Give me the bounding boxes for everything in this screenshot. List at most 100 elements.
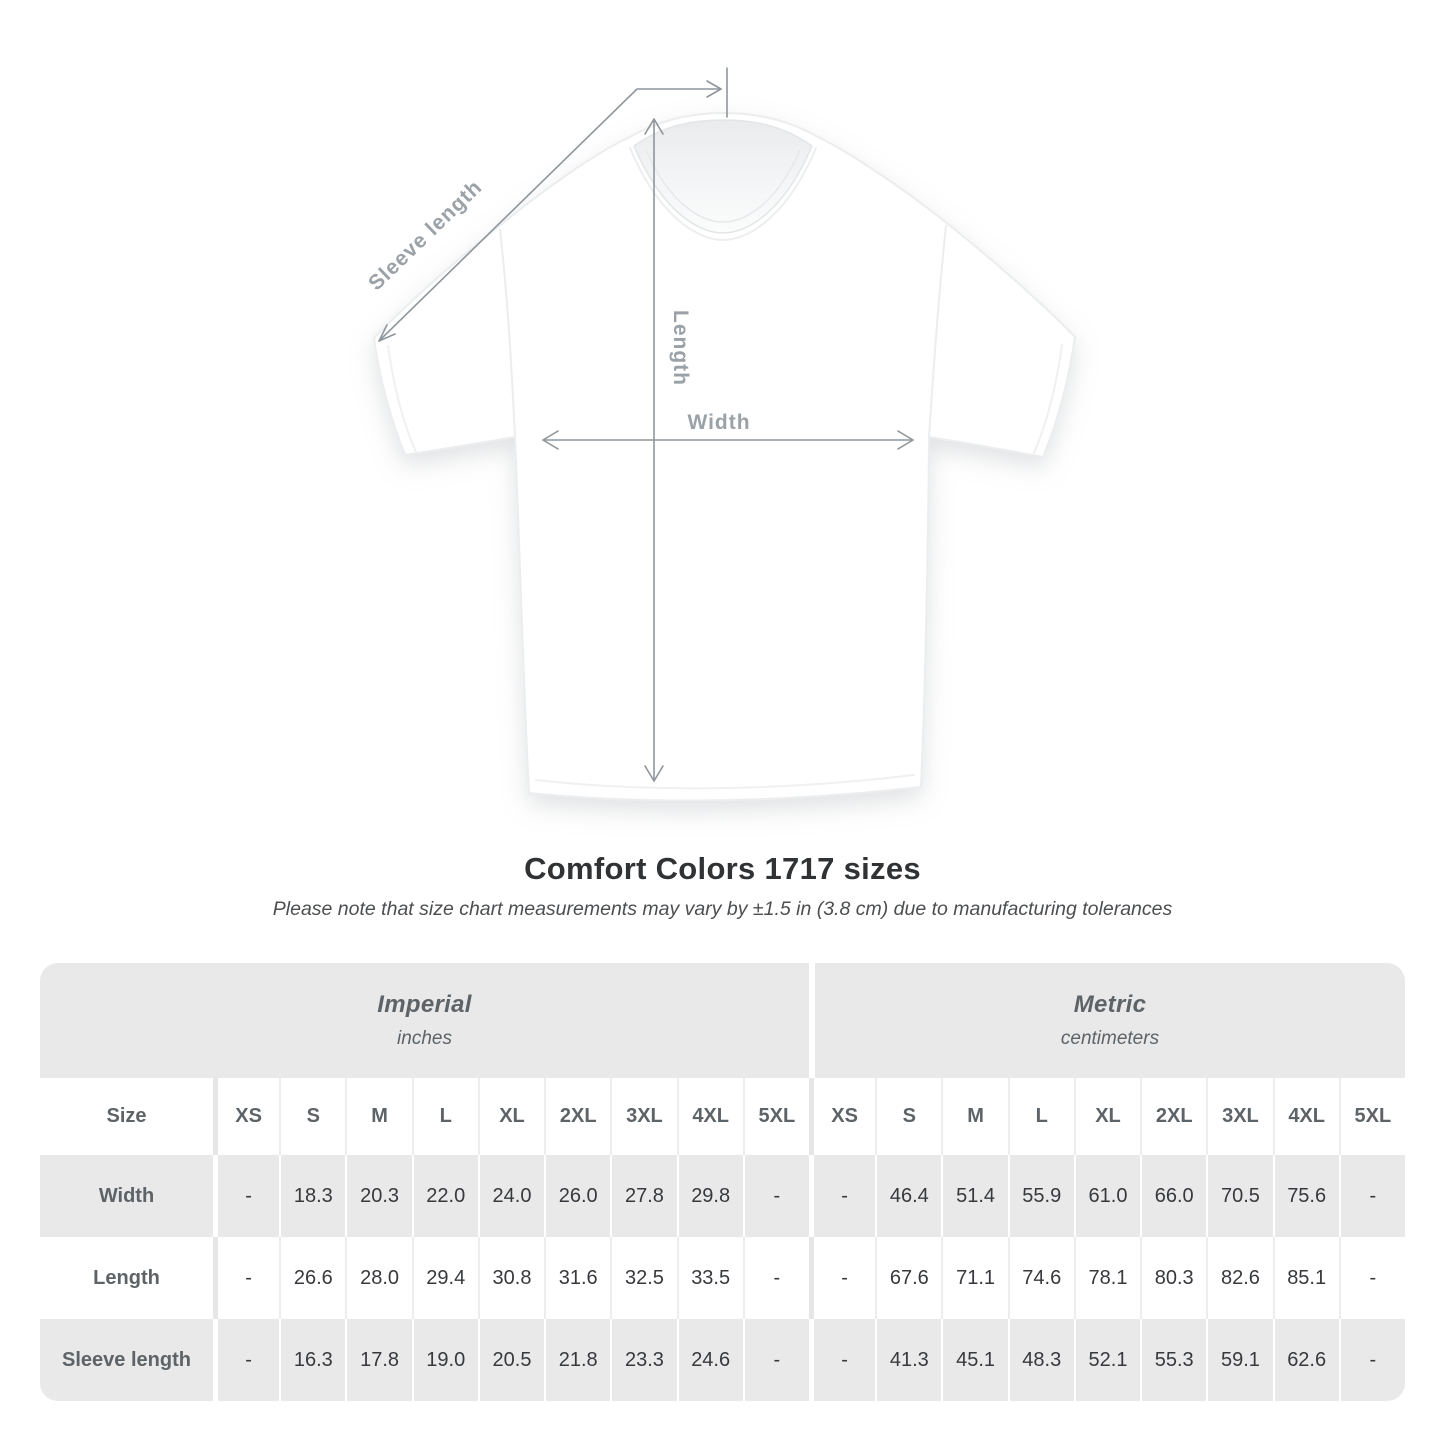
arrowhead	[644, 118, 664, 135]
metric-size-header: 5XL	[1338, 1078, 1405, 1155]
metric-size-header: 4XL	[1272, 1078, 1339, 1155]
imperial-size-header: M	[345, 1078, 412, 1155]
metric-value-cell: 71.1	[941, 1237, 1008, 1319]
arrowhead	[706, 80, 722, 98]
imperial-value-cell: -	[742, 1237, 809, 1319]
metric-value-cell: 85.1	[1272, 1237, 1339, 1319]
metric-value-cell: 59.1	[1206, 1319, 1273, 1401]
imperial-value-cell: 28.0	[345, 1237, 412, 1319]
measurement-row-label: Length	[40, 1237, 213, 1319]
metric-value-cell: 66.0	[1140, 1155, 1207, 1237]
metric-value-cell: 70.5	[1206, 1155, 1273, 1237]
imperial-band-title: Imperial	[377, 991, 472, 1018]
imperial-size-header: 3XL	[610, 1078, 677, 1155]
imperial-value-cell: 32.5	[610, 1237, 677, 1319]
metric-value-cell: -	[808, 1319, 876, 1401]
metric-value-cell: 80.3	[1140, 1237, 1207, 1319]
imperial-size-header: S	[279, 1078, 346, 1155]
metric-value-cell: -	[808, 1155, 876, 1237]
metric-value-cell: 62.6	[1272, 1319, 1339, 1401]
metric-value-cell: 78.1	[1073, 1237, 1141, 1319]
metric-band-title: Metric	[1073, 991, 1147, 1018]
tolerance-note: Please note that size chart measurements…	[272, 898, 1173, 920]
imperial-value-cell: 29.4	[411, 1237, 478, 1319]
imperial-size-header: 2XL	[544, 1078, 611, 1155]
metric-size-header: 2XL	[1140, 1078, 1207, 1155]
metric-value-cell: 67.6	[875, 1237, 942, 1319]
metric-value-cell: -	[1338, 1319, 1405, 1401]
imperial-value-cell: 20.5	[477, 1319, 545, 1401]
metric-size-header: XL	[1073, 1078, 1141, 1155]
metric-size-header: XS	[808, 1078, 876, 1155]
metric-value-cell: 74.6	[1007, 1237, 1074, 1319]
imperial-value-cell: 26.0	[544, 1155, 611, 1237]
imperial-value-cell: 21.8	[544, 1319, 611, 1401]
width-dimension: Width	[542, 411, 914, 450]
metric-value-cell: 41.3	[875, 1319, 942, 1401]
imperial-value-cell: 24.0	[477, 1155, 545, 1237]
metric-value-cell: 75.6	[1272, 1155, 1339, 1237]
imperial-value-cell: -	[213, 1319, 280, 1401]
imperial-size-header: L	[411, 1078, 478, 1155]
width-label: Width	[687, 411, 750, 434]
arrowhead	[378, 324, 396, 342]
metric-value-cell: 55.3	[1140, 1319, 1207, 1401]
imperial-value-cell: 19.0	[411, 1319, 478, 1401]
imperial-value-cell: -	[742, 1155, 809, 1237]
metric-size-header: S	[875, 1078, 942, 1155]
metric-value-cell: 82.6	[1206, 1237, 1273, 1319]
imperial-value-cell: -	[213, 1237, 280, 1319]
imperial-value-cell: 18.3	[279, 1155, 346, 1237]
length-dimension: Length	[644, 118, 692, 782]
collar-opening	[633, 119, 813, 234]
metric-value-cell: 61.0	[1073, 1155, 1141, 1237]
tshirt-graphic	[372, 111, 1077, 802]
metric-band-unit: centimeters	[1060, 1028, 1160, 1049]
size-table: Imperial inches Metric centimeters Size X…	[40, 963, 1405, 1401]
collar-outer-seam	[629, 147, 817, 242]
metric-size-header: 3XL	[1206, 1078, 1273, 1155]
imperial-band-unit: inches	[397, 1028, 452, 1049]
imperial-size-header: XS	[213, 1078, 280, 1155]
metric-value-cell: 55.9	[1007, 1155, 1074, 1237]
metric-value-cell: 52.1	[1073, 1319, 1141, 1401]
metric-value-cell: -	[1338, 1237, 1405, 1319]
arrowhead	[644, 765, 664, 782]
imperial-band: Imperial inches	[40, 963, 809, 1078]
tshirt-figure: Sleeve length Length Width	[364, 67, 1077, 802]
imperial-value-cell: 17.8	[345, 1319, 412, 1401]
metric-value-cell: 48.3	[1007, 1319, 1074, 1401]
left-sleeve-seam	[499, 229, 516, 438]
imperial-value-cell: 16.3	[279, 1319, 346, 1401]
tshirt-body	[372, 111, 1077, 802]
collar-band-seam	[645, 149, 801, 223]
length-label: Length	[669, 310, 692, 386]
right-cuff-seam	[1033, 344, 1063, 454]
arrowhead	[897, 430, 914, 450]
measurement-row-label: Sleeve length	[40, 1319, 213, 1401]
size-column-header: Size	[40, 1078, 213, 1155]
metric-value-cell: 51.4	[941, 1155, 1008, 1237]
measurement-row-label: Width	[40, 1155, 213, 1237]
imperial-size-header: 4XL	[676, 1078, 743, 1155]
imperial-value-cell: 27.8	[610, 1155, 677, 1237]
imperial-value-cell: 26.6	[279, 1237, 346, 1319]
imperial-value-cell: 20.3	[345, 1155, 412, 1237]
page-title: Comfort Colors 1717 sizes	[524, 851, 921, 886]
imperial-value-cell: 31.6	[544, 1237, 611, 1319]
left-cuff-seam	[387, 345, 417, 453]
metric-size-header: L	[1007, 1078, 1074, 1155]
metric-size-header: M	[941, 1078, 1008, 1155]
right-sleeve-seam	[928, 225, 947, 438]
metric-value-cell: 46.4	[875, 1155, 942, 1237]
imperial-value-cell: 24.6	[676, 1319, 743, 1401]
imperial-value-cell: 30.8	[477, 1237, 545, 1319]
metric-value-cell: 45.1	[941, 1319, 1008, 1401]
metric-value-cell: -	[1338, 1155, 1405, 1237]
imperial-value-cell: 22.0	[411, 1155, 478, 1237]
hem-seam	[535, 774, 915, 790]
metric-value-cell: -	[808, 1237, 876, 1319]
arrowhead	[542, 430, 559, 450]
imperial-value-cell: 29.8	[676, 1155, 743, 1237]
